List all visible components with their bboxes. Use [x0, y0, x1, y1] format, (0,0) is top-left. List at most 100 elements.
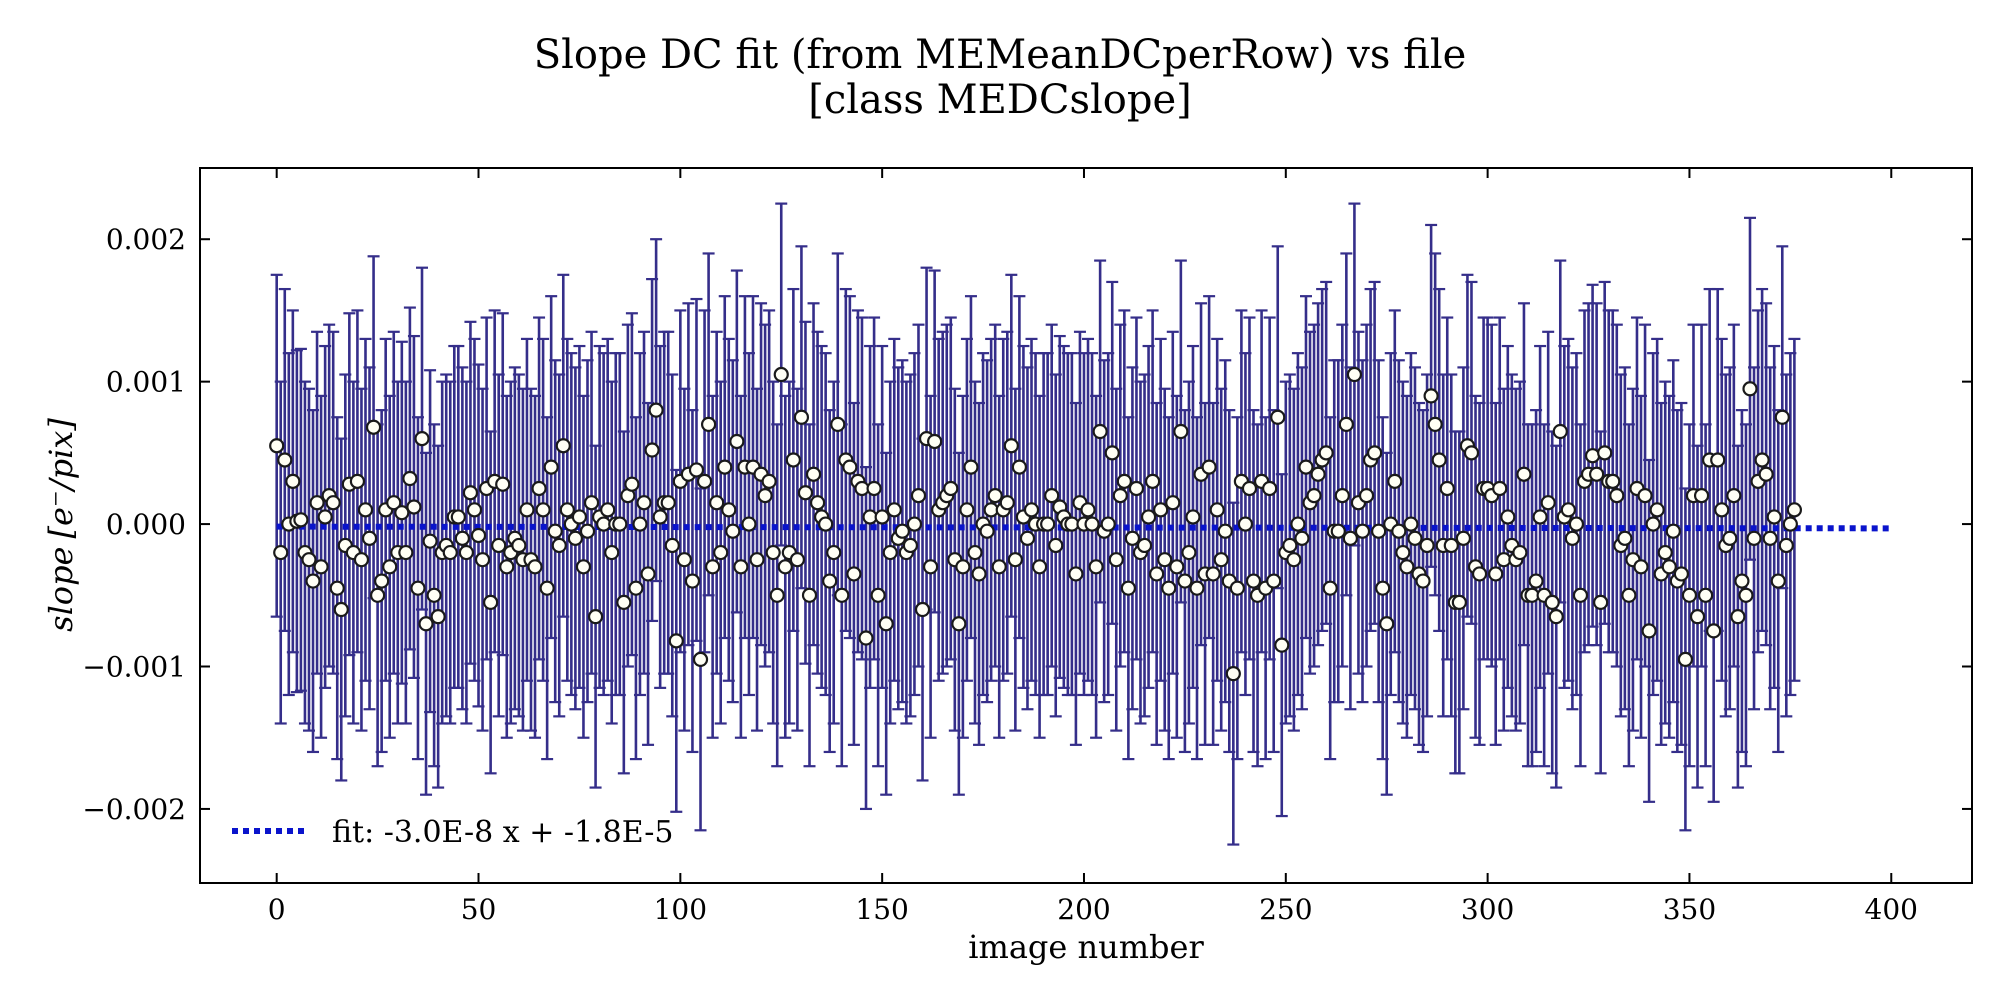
data-point — [1500, 509, 1516, 525]
data-point — [943, 480, 959, 497]
data-point — [1423, 388, 1439, 404]
data-point — [640, 566, 656, 582]
data-point — [991, 559, 1007, 575]
data-point — [1681, 587, 1698, 603]
data-point — [721, 502, 737, 518]
data-point — [1145, 473, 1161, 489]
data-point — [1286, 552, 1302, 568]
data-point — [349, 473, 366, 489]
data-point — [1661, 559, 1677, 575]
data-point — [454, 530, 470, 546]
data-point — [1031, 559, 1048, 575]
data-point — [1649, 502, 1665, 518]
data-point — [1758, 466, 1774, 482]
data-point — [1165, 495, 1181, 511]
data-point — [418, 616, 434, 632]
data-point — [660, 495, 676, 511]
data-point — [1040, 516, 1056, 532]
data-point — [273, 544, 289, 561]
data-point — [277, 452, 293, 468]
data-point — [874, 509, 890, 525]
data-point — [535, 502, 551, 518]
data-point — [527, 559, 543, 575]
data-point — [705, 559, 721, 575]
data-point — [1245, 573, 1262, 589]
data-point — [462, 485, 479, 501]
data-point — [664, 537, 680, 554]
x-tick-label: 350 — [1663, 893, 1716, 926]
data-point — [333, 601, 349, 618]
data-point — [555, 438, 571, 454]
axes: 0 50 100 150 200 250 300 350 400 −0.002 −0.001 0.00… — [82, 168, 1972, 926]
data-point — [1734, 573, 1750, 589]
data-point — [450, 509, 466, 525]
data-point — [1044, 487, 1060, 504]
data-point — [963, 459, 979, 475]
data-point — [1310, 466, 1326, 482]
data-point — [987, 487, 1003, 504]
data-point — [1786, 502, 1802, 518]
data-point — [1730, 609, 1746, 625]
x-tick-label: 0 — [268, 893, 286, 926]
data-point — [846, 566, 862, 582]
data-point — [1011, 459, 1027, 475]
data-point — [406, 499, 422, 515]
data-point — [713, 544, 729, 561]
data-point — [1225, 666, 1241, 682]
x-tick-label: 100 — [654, 893, 707, 926]
data-point — [1532, 509, 1548, 525]
data-point — [1399, 559, 1415, 575]
data-point — [1003, 438, 1019, 454]
data-point — [1342, 530, 1358, 546]
data-point — [1706, 623, 1722, 639]
data-point — [1371, 523, 1387, 539]
data-point — [1593, 594, 1609, 611]
data-point — [458, 544, 475, 561]
data-point — [442, 544, 458, 561]
data-point — [1282, 537, 1298, 554]
data-point — [648, 402, 664, 418]
data-point — [1124, 530, 1141, 546]
data-point — [1645, 516, 1661, 532]
data-point — [999, 495, 1015, 511]
data-point — [495, 476, 511, 492]
data-point — [499, 559, 515, 575]
data-point — [1354, 523, 1371, 539]
data-point — [1346, 366, 1363, 383]
x-tick-label: 200 — [1057, 893, 1110, 926]
data-point — [1181, 544, 1197, 561]
legend: fit: -3.0E-8 x + -1.8E-5 — [232, 815, 673, 850]
data-point — [511, 537, 527, 554]
data-point — [1431, 452, 1447, 468]
data-point — [1673, 566, 1689, 582]
data-point — [1379, 616, 1395, 632]
data-point — [1641, 623, 1657, 639]
data-point — [1213, 552, 1229, 568]
data-point — [1068, 566, 1084, 582]
data-point — [628, 580, 644, 596]
data-point — [365, 419, 382, 435]
data-point — [789, 552, 805, 568]
data-point — [1153, 502, 1169, 518]
data-point — [543, 459, 559, 475]
data-point — [357, 502, 374, 518]
data-point — [858, 630, 874, 646]
data-point — [1229, 580, 1245, 596]
data-point — [906, 516, 923, 532]
data-point — [539, 580, 555, 596]
data-point — [632, 516, 648, 532]
data-point — [1387, 473, 1403, 489]
data-point — [604, 544, 620, 561]
data-point — [1290, 516, 1306, 532]
plot-area — [269, 202, 1892, 846]
y-axis-label-quantity: slope — [42, 547, 80, 632]
data-point — [1100, 516, 1116, 532]
data-point — [1084, 516, 1100, 532]
plot-frame — [199, 167, 1973, 884]
y-tick-label: 0.002 — [106, 223, 186, 256]
data-point — [1104, 445, 1120, 461]
data-point — [1584, 448, 1601, 464]
data-point — [1738, 587, 1754, 603]
data-point — [361, 530, 378, 546]
data-point — [1217, 523, 1233, 539]
